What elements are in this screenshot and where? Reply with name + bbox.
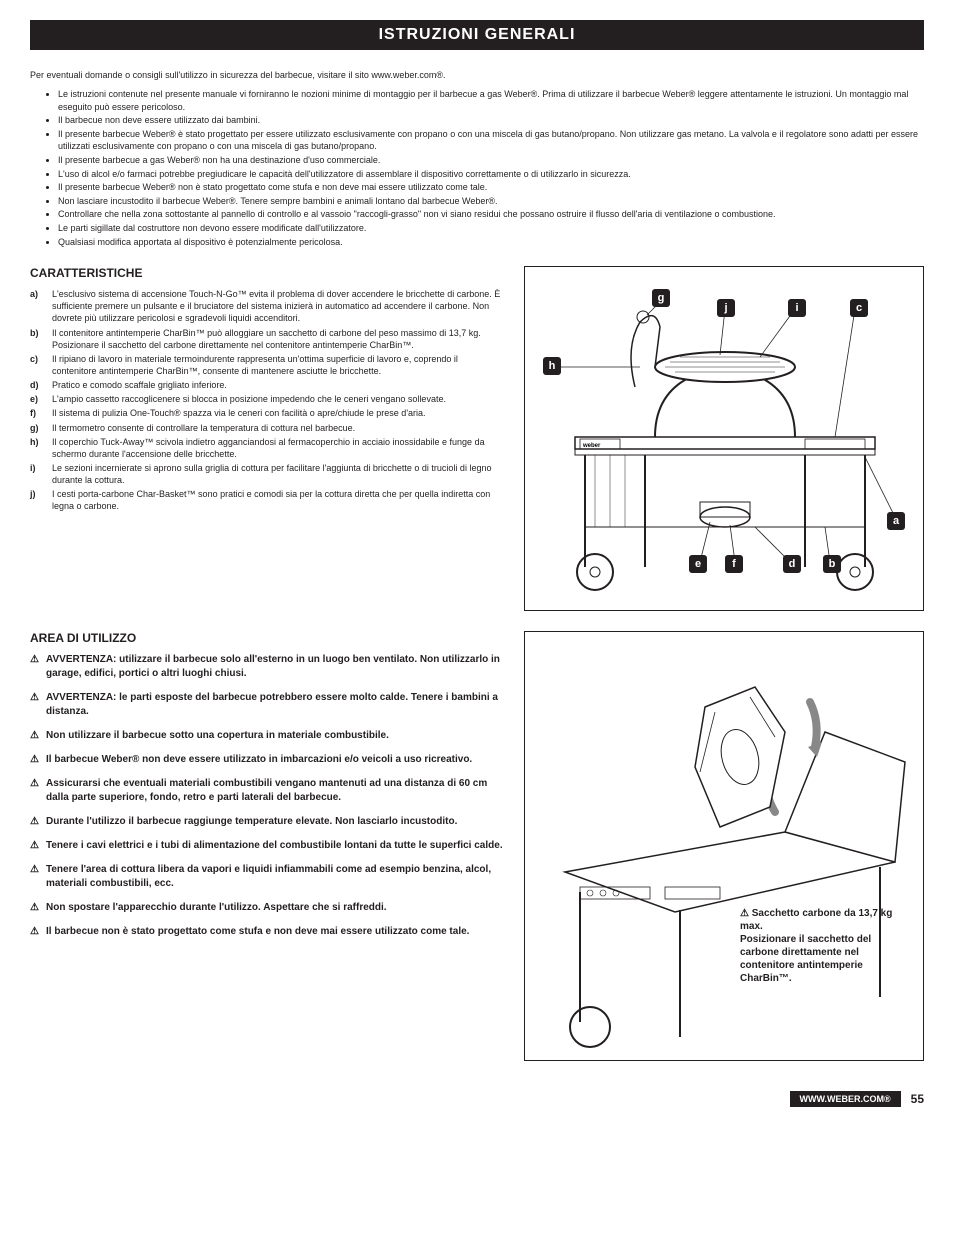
intro-bullet-list: Le istruzioni contenute nel presente man… bbox=[30, 88, 924, 248]
warning-text: Tenere l'area di cottura libera da vapor… bbox=[46, 863, 504, 891]
warning-icon: ⚠ bbox=[30, 691, 46, 719]
intro-bullet: Il presente barbecue a gas Weber® non ha… bbox=[58, 154, 924, 167]
diagram-label-j: j bbox=[717, 299, 735, 317]
feature-text: Il sistema di pulizia One-Touch® spazza … bbox=[52, 407, 504, 419]
feature-marker: a) bbox=[30, 288, 52, 324]
intro-bullet: Le istruzioni contenute nel presente man… bbox=[58, 88, 924, 113]
feature-text: Le sezioni incernierate si aprono sulla … bbox=[52, 462, 504, 486]
intro-bullet: Il presente barbecue Weber® non è stato … bbox=[58, 181, 924, 194]
feature-text: L'ampio cassetto raccoglicenere si blocc… bbox=[52, 393, 504, 405]
warning-text: Il barbecue non è stato progettato come … bbox=[46, 925, 504, 939]
intro-bullet: Qualsiasi modifica apportata al disposit… bbox=[58, 236, 924, 249]
warning-icon: ⚠ bbox=[30, 653, 46, 681]
warning-text: Durante l'utilizzo il barbecue raggiunge… bbox=[46, 815, 504, 829]
warning-icon: ⚠ bbox=[30, 901, 46, 915]
diagram-label-c: c bbox=[850, 299, 868, 317]
warning-item: ⚠Assicurarsi che eventuali materiali com… bbox=[30, 777, 504, 805]
feature-text: L'esclusivo sistema di accensione Touch-… bbox=[52, 288, 504, 324]
feature-marker: g) bbox=[30, 422, 52, 434]
feature-marker: h) bbox=[30, 436, 52, 460]
grill-illustration-2 bbox=[525, 632, 925, 1062]
feature-text: I cesti porta-carbone Char-Basket™ sono … bbox=[52, 488, 504, 512]
warning-icon: ⚠ bbox=[30, 729, 46, 743]
feature-text: Il ripiano di lavoro in materiale termoi… bbox=[52, 353, 504, 377]
diagram-label-h: h bbox=[543, 357, 561, 375]
warning-icon: ⚠ bbox=[30, 839, 46, 853]
feature-item: i)Le sezioni incernierate si aprono sull… bbox=[30, 462, 504, 486]
feature-item: e)L'ampio cassetto raccoglicenere si blo… bbox=[30, 393, 504, 405]
warning-icon: ⚠ bbox=[30, 777, 46, 805]
warning-item: ⚠Non spostare l'apparecchio durante l'ut… bbox=[30, 901, 504, 915]
warning-item: ⚠Tenere i cavi elettrici e i tubi di ali… bbox=[30, 839, 504, 853]
warning-text: Non utilizzare il barbecue sotto una cop… bbox=[46, 729, 504, 743]
diagram-label-a: a bbox=[887, 512, 905, 530]
page-title: ISTRUZIONI GENERALI bbox=[30, 20, 924, 50]
feature-text: Il termometro consente di controllare la… bbox=[52, 422, 504, 434]
warning-text: Il barbecue Weber® non deve essere utili… bbox=[46, 753, 504, 767]
feature-text: Il contenitore antintemperie CharBin™ pu… bbox=[52, 327, 504, 351]
warning-item: ⚠Non utilizzare il barbecue sotto una co… bbox=[30, 729, 504, 743]
feature-marker: i) bbox=[30, 462, 52, 486]
warning-item: ⚠Il barbecue Weber® non deve essere util… bbox=[30, 753, 504, 767]
diagram-label-d: d bbox=[783, 555, 801, 573]
grill-diagram-2: ⚠ Sacchetto carbone da 13,7 kg max. Posi… bbox=[524, 631, 924, 1061]
warning-icon: ⚠ bbox=[30, 925, 46, 939]
intro-bullet: Controllare che nella zona sottostante a… bbox=[58, 208, 924, 221]
warning-item: ⚠AVVERTENZA: le parti esposte del barbec… bbox=[30, 691, 504, 719]
page-footer: WWW.WEBER.COM® 55 bbox=[30, 1091, 924, 1107]
footer-url: WWW.WEBER.COM® bbox=[790, 1091, 901, 1107]
feature-item: c)Il ripiano di lavoro in materiale term… bbox=[30, 353, 504, 377]
intro-bullet: L'uso di alcol e/o farmaci potrebbe preg… bbox=[58, 168, 924, 181]
intro-text: Per eventuali domande o consigli sull'ut… bbox=[30, 70, 924, 80]
diagram-label-g: g bbox=[652, 289, 670, 307]
warning-list: ⚠AVVERTENZA: utilizzare il barbecue solo… bbox=[30, 653, 504, 939]
usage-heading: AREA DI UTILIZZO bbox=[30, 631, 504, 645]
feature-item: g)Il termometro consente di controllare … bbox=[30, 422, 504, 434]
warning-item: ⚠Il barbecue non è stato progettato come… bbox=[30, 925, 504, 939]
feature-text: Pratico e comodo scaffale grigliato infe… bbox=[52, 379, 504, 391]
svg-text:weber: weber bbox=[582, 443, 601, 449]
warning-icon: ⚠ bbox=[30, 863, 46, 891]
diagram-label-i: i bbox=[788, 299, 806, 317]
diagram-label-f: f bbox=[725, 555, 743, 573]
warning-item: ⚠Durante l'utilizzo il barbecue raggiung… bbox=[30, 815, 504, 829]
warning-text: AVVERTENZA: le parti esposte del barbecu… bbox=[46, 691, 504, 719]
warning-item: ⚠Tenere l'area di cottura libera da vapo… bbox=[30, 863, 504, 891]
feature-marker: b) bbox=[30, 327, 52, 351]
grill-diagram-1: weber g j i c h a e f d b bbox=[524, 266, 924, 611]
feature-list: a)L'esclusivo sistema di accensione Touc… bbox=[30, 288, 504, 512]
intro-bullet: Il barbecue non deve essere utilizzato d… bbox=[58, 114, 924, 127]
feature-item: b)Il contenitore antintemperie CharBin™ … bbox=[30, 327, 504, 351]
warning-text: Assicurarsi che eventuali materiali comb… bbox=[46, 777, 504, 805]
feature-marker: f) bbox=[30, 407, 52, 419]
diagram-callout: ⚠ Sacchetto carbone da 13,7 kg max. Posi… bbox=[740, 907, 910, 985]
warning-icon: ⚠ bbox=[30, 753, 46, 767]
feature-item: d)Pratico e comodo scaffale grigliato in… bbox=[30, 379, 504, 391]
feature-item: j)I cesti porta-carbone Char-Basket™ son… bbox=[30, 488, 504, 512]
feature-text: Il coperchio Tuck-Away™ scivola indietro… bbox=[52, 436, 504, 460]
feature-marker: d) bbox=[30, 379, 52, 391]
feature-item: h)Il coperchio Tuck-Away™ scivola indiet… bbox=[30, 436, 504, 460]
page-number: 55 bbox=[911, 1092, 924, 1106]
warning-text: Tenere i cavi elettrici e i tubi di alim… bbox=[46, 839, 504, 853]
feature-marker: j) bbox=[30, 488, 52, 512]
features-heading: CARATTERISTICHE bbox=[30, 266, 504, 280]
intro-bullet: Le parti sigillate dal costruttore non d… bbox=[58, 222, 924, 235]
intro-bullet: Non lasciare incustodito il barbecue Web… bbox=[58, 195, 924, 208]
diagram-label-b: b bbox=[823, 555, 841, 573]
feature-marker: c) bbox=[30, 353, 52, 377]
warning-text: AVVERTENZA: utilizzare il barbecue solo … bbox=[46, 653, 504, 681]
feature-marker: e) bbox=[30, 393, 52, 405]
warning-item: ⚠AVVERTENZA: utilizzare il barbecue solo… bbox=[30, 653, 504, 681]
diagram-label-e: e bbox=[689, 555, 707, 573]
intro-bullet: Il presente barbecue Weber® è stato prog… bbox=[58, 128, 924, 153]
warning-icon: ⚠ bbox=[30, 815, 46, 829]
feature-item: a)L'esclusivo sistema di accensione Touc… bbox=[30, 288, 504, 324]
warning-text: Non spostare l'apparecchio durante l'uti… bbox=[46, 901, 504, 915]
feature-item: f)Il sistema di pulizia One-Touch® spazz… bbox=[30, 407, 504, 419]
